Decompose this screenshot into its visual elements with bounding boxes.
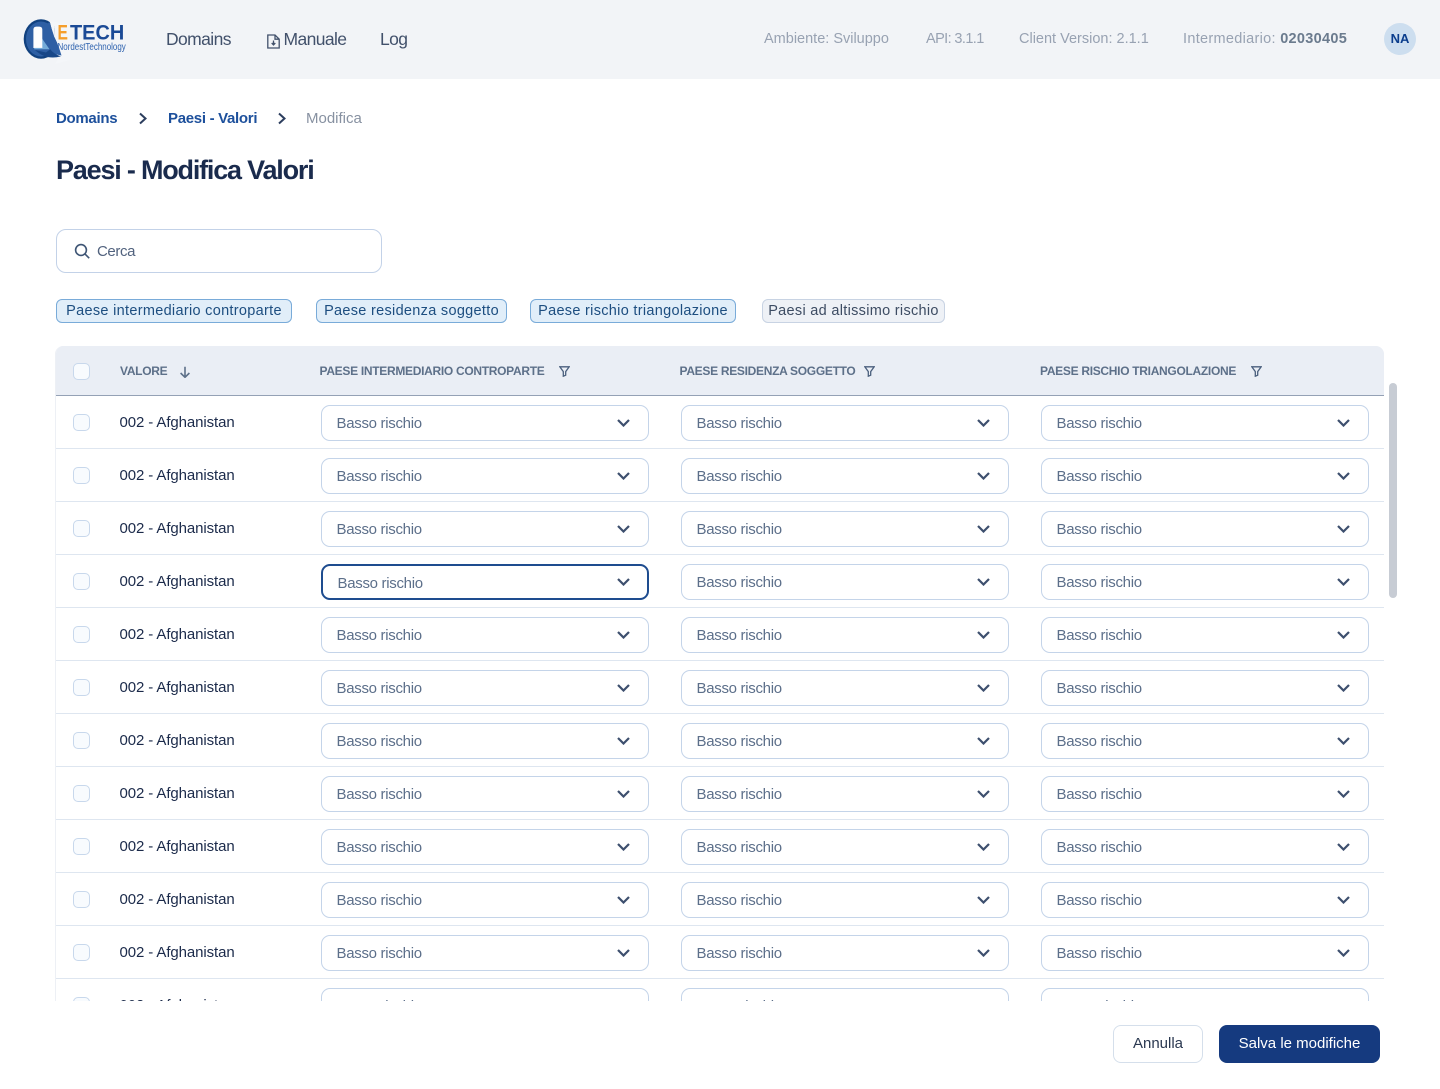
svg-text:E: E [58,22,68,45]
svg-text:TECH: TECH [70,22,124,45]
svg-text:NordestTechnology: NordestTechnology [58,42,127,53]
